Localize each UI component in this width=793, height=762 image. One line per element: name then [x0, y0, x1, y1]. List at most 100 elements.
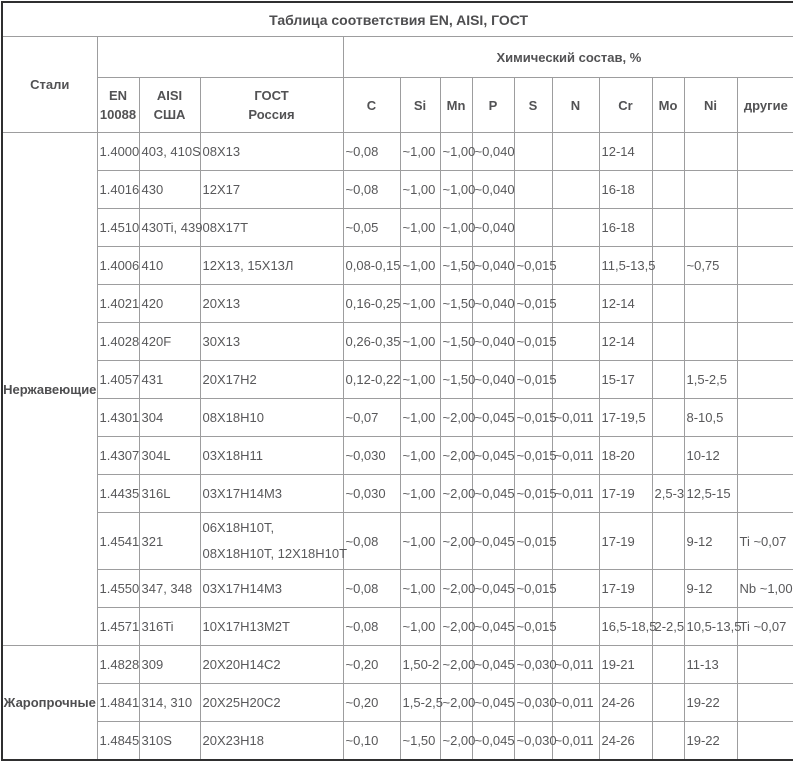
cell-ni: 1,5-2,5: [683, 360, 738, 399]
cell-other: [736, 208, 793, 247]
cell-ni: [683, 208, 738, 247]
steel-group-label: Жаропрочные: [1, 645, 98, 760]
cell-gost-grade: 20Х13: [199, 284, 344, 323]
cell-gost-grade: 03Х17Н14М3: [199, 569, 344, 608]
cell-en-number: 1.4841: [96, 683, 140, 722]
cell-cr: 12-14: [598, 132, 653, 171]
cell-en-number: 1.4016: [96, 170, 140, 209]
cell-c: ~0,08: [342, 132, 401, 171]
cell-gost-grade: 20Х23Н18: [199, 721, 344, 760]
cell-cr: 18-20: [598, 436, 653, 475]
cell-gost-grade: 20Х20Н14С2: [199, 645, 344, 684]
cell-ni: [683, 284, 738, 323]
cell-c: ~0,10: [342, 721, 401, 760]
cell-other: [736, 721, 793, 760]
cell-aisi-grade: 304L: [138, 436, 201, 475]
table-row: 1.4541 321 06Х18Н10Т, 08Х18Н10Т, 12Х18Н10Т…: [2, 512, 793, 570]
cell-other: [736, 322, 793, 361]
cell-gost-grade: 20Х17Н2: [199, 360, 344, 399]
cell-aisi-grade: 347, 348: [138, 569, 201, 608]
cell-s: ~0,030: [513, 683, 557, 722]
cell-cr: 16,5-18,5: [598, 607, 656, 646]
cell-cr: 16-18: [598, 208, 653, 247]
table-row: 1.4845 310S 20Х23Н18 ~0,10 ~1,50 ~2,00 ~0,045 ~…: [2, 721, 793, 760]
cell-ni: 12,5-15: [683, 474, 738, 513]
cell-c: ~0,07: [342, 398, 401, 437]
cell-gost-grade: 12Х13, 15Х13Л: [199, 246, 344, 285]
col-header-chemical-composition: Химический состав, %: [342, 36, 793, 78]
cell-cr: 15-17: [598, 360, 653, 399]
cell-mn: ~2,00: [439, 436, 475, 475]
cell-aisi-grade: 309: [138, 645, 201, 684]
cell-aisi-grade: 420: [138, 284, 201, 323]
cell-s: ~0,015: [513, 246, 557, 285]
cell-aisi-grade: 430: [138, 170, 201, 209]
cell-mn: ~1,50: [439, 322, 475, 361]
cell-ni: 10-12: [683, 436, 738, 475]
cell-mn: ~2,00: [439, 398, 475, 437]
cell-other: Ti ~0,07: [736, 512, 793, 570]
col-header-p: P: [471, 77, 515, 133]
cell-ni: [683, 132, 738, 171]
cell-other: [736, 474, 793, 513]
col-header-ni: Ni: [683, 77, 738, 133]
table-row: 1.4510 430Ti, 439 08Х17Т ~0,05 ~1,00 ~1,00 ~0,…: [2, 208, 793, 247]
cell-s: ~0,030: [513, 645, 557, 684]
steel-group-label: Нержавеющие: [1, 132, 98, 646]
cell-mo: [651, 246, 685, 285]
cell-n: [551, 170, 600, 209]
cell-mn: ~2,00: [439, 512, 475, 570]
cell-ni: 9-12: [683, 569, 738, 608]
cell-p: ~0,045: [471, 512, 515, 570]
cell-s: ~0,015: [513, 398, 557, 437]
cell-si: ~1,00: [399, 360, 441, 399]
cell-c: ~0,20: [342, 645, 401, 684]
cell-en-number: 1.4000: [96, 132, 140, 171]
cell-other: [736, 398, 793, 437]
cell-en-number: 1.4541: [96, 512, 140, 570]
cell-gost-grade: 20Х25Н20С2: [199, 683, 344, 722]
table-row: 1.4021 420 20Х13 0,16-0,25 ~1,00 ~1,50 ~0,040 ~…: [2, 284, 793, 323]
cell-mn: ~2,00: [439, 683, 475, 722]
cell-ni: 19-22: [683, 683, 738, 722]
col-header-mn: Mn: [439, 77, 473, 133]
cell-n: [551, 322, 600, 361]
cell-cr: 24-26: [598, 721, 653, 760]
cell-aisi-grade: 431: [138, 360, 201, 399]
table-row: 1.4057 431 20Х17Н2 0,12-0,22 ~1,00 ~1,50 ~0,04…: [2, 360, 793, 399]
cell-s: ~0,015: [513, 474, 557, 513]
cell-si: 1,5-2,5: [399, 683, 443, 722]
cell-aisi-grade: 420F: [138, 322, 201, 361]
cell-ni: 8-10,5: [683, 398, 738, 437]
cell-mn: ~1,00: [439, 208, 475, 247]
cell-en-number: 1.4435: [96, 474, 140, 513]
cell-s: ~0,015: [513, 322, 557, 361]
cell-p: ~0,045: [471, 645, 515, 684]
cell-gost-grade: 03Х18Н11: [199, 436, 344, 475]
cell-cr: 12-14: [598, 322, 653, 361]
cell-gost-grade: 08Х18Н10: [199, 398, 344, 437]
cell-cr: 16-18: [598, 170, 653, 209]
cell-s: ~0,015: [513, 436, 557, 475]
cell-aisi-grade: 410: [138, 246, 201, 285]
cell-n: [551, 607, 600, 646]
col-header-aisi-usa: AISI США: [138, 77, 201, 133]
cell-mn: ~1,00: [439, 170, 475, 209]
cell-p: ~0,040: [471, 170, 515, 209]
cell-mn: ~2,00: [439, 607, 475, 646]
col-header-mo: Mo: [651, 77, 685, 133]
cell-p: ~0,040: [471, 284, 515, 323]
cell-si: ~1,00: [399, 607, 441, 646]
cell-n: [551, 512, 600, 570]
cell-s: ~0,015: [513, 512, 557, 570]
table-row: 1.4841 314, 310 20Х25Н20С2 ~0,20 1,5-2,5 ~2,0…: [2, 683, 793, 722]
cell-other: Ti ~0,07: [736, 607, 793, 646]
cell-n: [551, 246, 600, 285]
cell-si: ~1,00: [399, 132, 441, 171]
cell-s: ~0,015: [513, 360, 557, 399]
cell-other: [736, 170, 793, 209]
cell-en-number: 1.4510: [96, 208, 140, 247]
table-title: Таблица соответствия EN, AISI, ГОСТ: [1, 1, 793, 37]
cell-cr: 12-14: [598, 284, 653, 323]
